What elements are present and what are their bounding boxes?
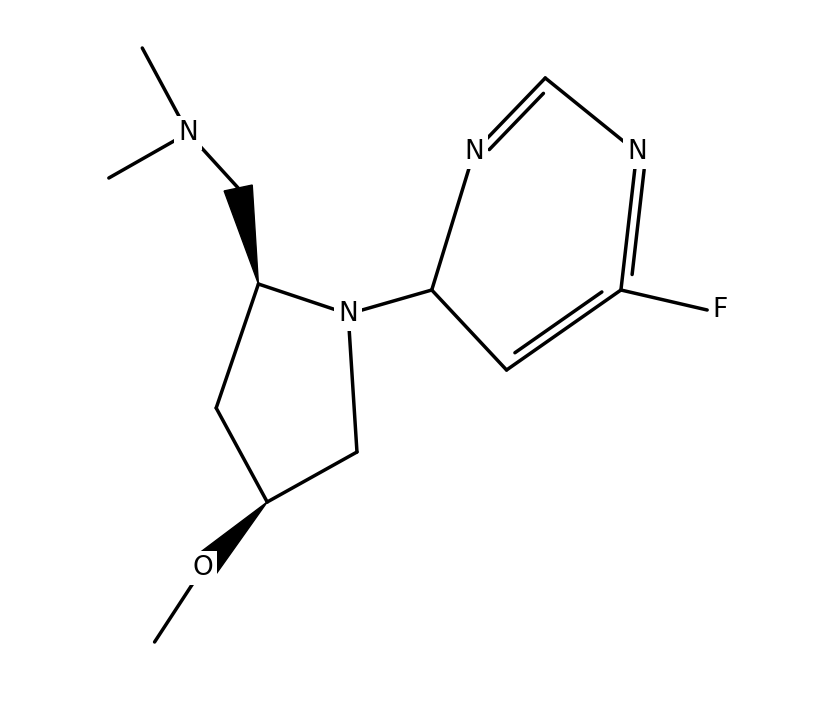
Text: N: N (178, 120, 198, 146)
Polygon shape (224, 185, 259, 284)
Text: F: F (712, 297, 728, 323)
Text: N: N (339, 301, 358, 327)
Polygon shape (193, 502, 267, 578)
Text: O: O (193, 555, 213, 581)
Text: N: N (627, 139, 646, 165)
Text: N: N (464, 139, 484, 165)
